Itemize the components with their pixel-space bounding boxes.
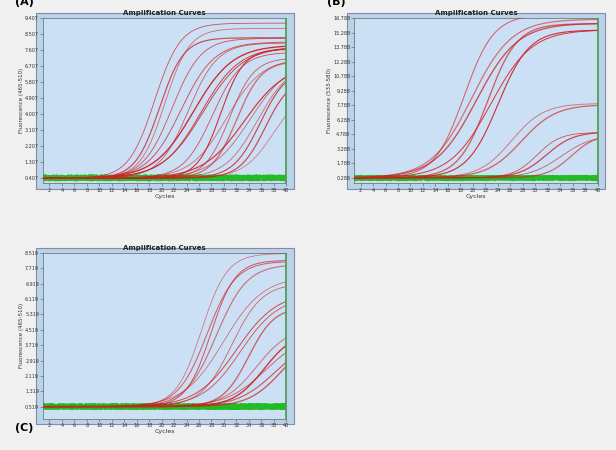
X-axis label: Cycles: Cycles (155, 429, 175, 434)
Text: (A): (A) (15, 0, 34, 7)
X-axis label: Cycles: Cycles (155, 194, 175, 199)
Text: (B): (B) (326, 0, 345, 7)
Y-axis label: Fluorescence (533-580): Fluorescence (533-580) (326, 68, 331, 133)
X-axis label: Cycles: Cycles (466, 194, 486, 199)
Y-axis label: Fluorescence (465-510): Fluorescence (465-510) (18, 68, 23, 133)
Title: Amplification Curves: Amplification Curves (434, 10, 517, 16)
Title: Amplification Curves: Amplification Curves (123, 245, 206, 251)
Text: (C): (C) (15, 423, 34, 433)
Title: Amplification Curves: Amplification Curves (123, 10, 206, 16)
Y-axis label: Fluorescence (465-510): Fluorescence (465-510) (18, 303, 23, 368)
